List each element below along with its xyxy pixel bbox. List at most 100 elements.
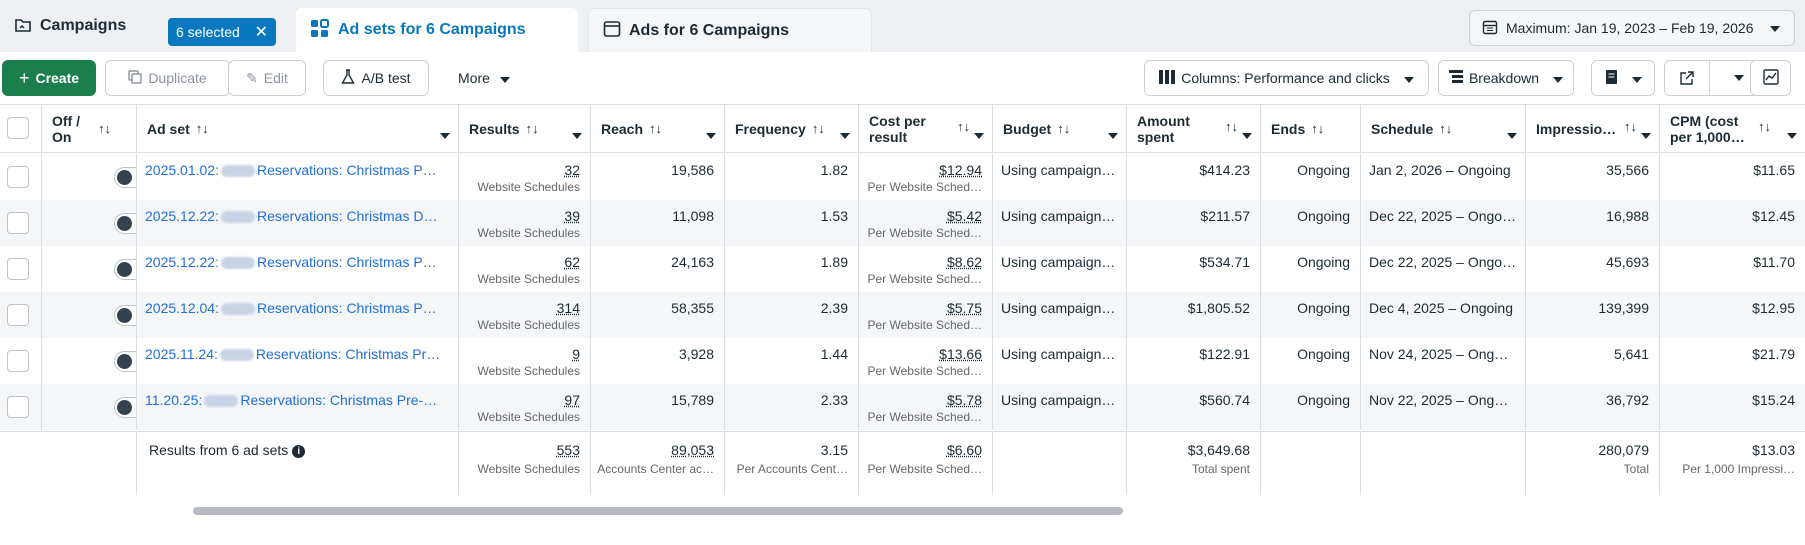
header-impressions[interactable]: Impressio… ↑↓	[1526, 105, 1660, 153]
header-ends[interactable]: Ends ↑↓	[1261, 105, 1361, 153]
export-icon[interactable]	[1665, 61, 1711, 95]
selected-count-pill[interactable]: 6 selected ✕	[168, 18, 276, 46]
breakdown-dropdown[interactable]: Breakdown	[1438, 60, 1574, 96]
header-cpm-label-2: per 1,000…	[1670, 128, 1745, 145]
reach-cell: 24,163	[591, 246, 725, 292]
ad-set-name: Reservations: Christmas D…	[256, 208, 438, 224]
clear-selection-icon[interactable]: ✕	[254, 24, 268, 41]
amount-spent-cell: $414.23	[1127, 154, 1261, 200]
row-checkbox[interactable]	[7, 396, 29, 418]
select-all-checkbox[interactable]	[7, 117, 29, 139]
sort-icon[interactable]: ↑↓	[1057, 121, 1071, 136]
header-cpm[interactable]: CPM (cost per 1,000… ↑↓	[1660, 105, 1805, 153]
ad-set-name-link[interactable]: 2025.12.22: Reservations: Christmas P…	[145, 254, 450, 270]
on-off-toggle[interactable]	[114, 259, 136, 280]
more-button[interactable]: More	[444, 60, 524, 96]
create-button[interactable]: + Create	[2, 60, 96, 96]
header-budget[interactable]: Budget ↑↓	[993, 105, 1127, 153]
chevron-down-icon[interactable]	[706, 126, 716, 142]
ad-set-name-link[interactable]: 2025.01.02: Reservations: Christmas P…	[145, 162, 450, 178]
sort-icon[interactable]: ↑↓	[98, 120, 111, 136]
duplicate-button[interactable]: Duplicate	[105, 60, 230, 96]
date-range-label: Maximum: Jan 19, 2023 – Feb 19, 2026	[1506, 20, 1754, 36]
cost-per-result-value[interactable]: $5.78	[946, 392, 982, 408]
info-icon[interactable]: i	[292, 444, 306, 458]
date-range-picker[interactable]: Maximum: Jan 19, 2023 – Feb 19, 2026	[1469, 10, 1795, 46]
on-off-toggle[interactable]	[114, 167, 136, 188]
row-checkbox[interactable]	[7, 166, 29, 188]
columns-dropdown[interactable]: Columns: Performance and clicks	[1144, 60, 1429, 96]
sort-icon[interactable]: ↑↓	[1439, 121, 1453, 136]
edit-button[interactable]: ✎ Edit	[228, 60, 306, 96]
chevron-down-icon[interactable]	[1641, 126, 1651, 142]
ad-set-name-cell: 2025.12.22: Reservations: Christmas D…	[137, 200, 459, 246]
ad-set-name-link[interactable]: 2025.12.22: Reservations: Christmas D…	[145, 208, 450, 224]
chevron-down-icon[interactable]	[1108, 126, 1118, 142]
ad-set-name-link[interactable]: 2025.12.04: Reservations: Christmas P…	[145, 300, 450, 316]
cost-per-result-value[interactable]: $5.42	[946, 208, 982, 224]
results-value[interactable]: 62	[564, 254, 580, 270]
chevron-down-icon[interactable]	[1507, 126, 1517, 142]
tab-ad-sets[interactable]: Ad sets for 6 Campaigns	[296, 8, 578, 52]
chevron-down-icon[interactable]	[1787, 126, 1797, 142]
header-amount-spent[interactable]: Amount spent ↑↓	[1127, 105, 1261, 153]
export-button-group[interactable]	[1664, 60, 1762, 96]
chevron-down-icon[interactable]	[840, 126, 850, 142]
totals-impressions: 280,079 Total	[1526, 431, 1660, 495]
sort-icon[interactable]: ↑↓	[957, 119, 970, 134]
chevron-down-icon[interactable]	[440, 126, 450, 142]
reports-dropdown[interactable]	[1591, 60, 1655, 96]
row-checkbox[interactable]	[7, 212, 29, 234]
horizontal-scrollbar[interactable]	[193, 507, 1123, 515]
on-off-toggle[interactable]	[114, 397, 136, 418]
results-value[interactable]: 32	[564, 162, 580, 178]
ab-test-button[interactable]: A/B test	[323, 60, 429, 96]
results-value[interactable]: 39	[564, 208, 580, 224]
header-reach[interactable]: Reach ↑↓	[591, 105, 725, 153]
chart-toggle-button[interactable]	[1750, 60, 1791, 96]
results-value[interactable]: 97	[564, 392, 580, 408]
sort-icon[interactable]: ↑↓	[811, 121, 825, 136]
table-row[interactable]	[0, 384, 1805, 430]
results-value[interactable]: 314	[556, 300, 580, 316]
schedule-value: Jan 2, 2026 – Ongoing	[1369, 162, 1511, 178]
chevron-down-icon[interactable]	[1716, 75, 1761, 81]
tab-campaigns[interactable]: Campaigns 6 selected ✕	[0, 0, 290, 52]
cost-per-result-value[interactable]: $12.94	[939, 162, 982, 178]
row-checkbox[interactable]	[7, 350, 29, 372]
columns-label: Columns: Performance and clicks	[1181, 70, 1390, 86]
header-ad-set[interactable]: Ad set ↑↓	[137, 105, 459, 153]
row-checkbox[interactable]	[7, 304, 29, 326]
ad-set-name-link[interactable]: 11.20.25: Reservations: Christmas Pre-…	[145, 392, 450, 408]
chevron-down-icon[interactable]	[572, 126, 582, 142]
sort-icon[interactable]: ↑↓	[1758, 119, 1771, 134]
sort-icon[interactable]: ↑↓	[1225, 119, 1238, 134]
chevron-down-icon[interactable]	[1242, 126, 1252, 142]
sort-icon[interactable]: ↑↓	[195, 121, 209, 136]
budget-cell: Using campaign…	[993, 292, 1127, 338]
sort-icon[interactable]: ↑↓	[1624, 119, 1637, 134]
on-off-toggle[interactable]	[114, 351, 136, 372]
sort-icon[interactable]: ↑↓	[1311, 121, 1325, 136]
cost-per-result-value[interactable]: $5.75	[946, 300, 982, 316]
on-off-toggle[interactable]	[114, 305, 136, 326]
ad-set-name-link[interactable]: 2025.11.24: Reservations: Christmas Pr…	[145, 346, 450, 362]
header-schedule[interactable]: Schedule ↑↓	[1361, 105, 1526, 153]
results-cell: 39 Website Schedules	[459, 200, 591, 246]
chevron-down-icon	[499, 70, 510, 86]
sort-icon[interactable]: ↑↓	[525, 121, 539, 136]
row-checkbox[interactable]	[7, 258, 29, 280]
header-off-on[interactable]: Off / On ↑↓	[42, 105, 137, 153]
header-cost-per-result[interactable]: Cost per result ↑↓	[859, 105, 993, 153]
tab-ads[interactable]: Ads for 6 Campaigns	[588, 8, 872, 52]
sort-icon[interactable]: ↑↓	[649, 121, 663, 136]
cost-per-result-value[interactable]: $8.62	[946, 254, 982, 270]
chevron-down-icon[interactable]	[974, 126, 984, 142]
cost-per-result-value[interactable]: $13.66	[939, 346, 982, 362]
table-row[interactable]	[0, 200, 1805, 246]
on-off-toggle[interactable]	[114, 213, 136, 234]
table-row[interactable]	[0, 292, 1805, 338]
header-frequency[interactable]: Frequency ↑↓	[725, 105, 859, 153]
header-results[interactable]: Results ↑↓	[459, 105, 591, 153]
results-value[interactable]: 9	[572, 346, 580, 362]
